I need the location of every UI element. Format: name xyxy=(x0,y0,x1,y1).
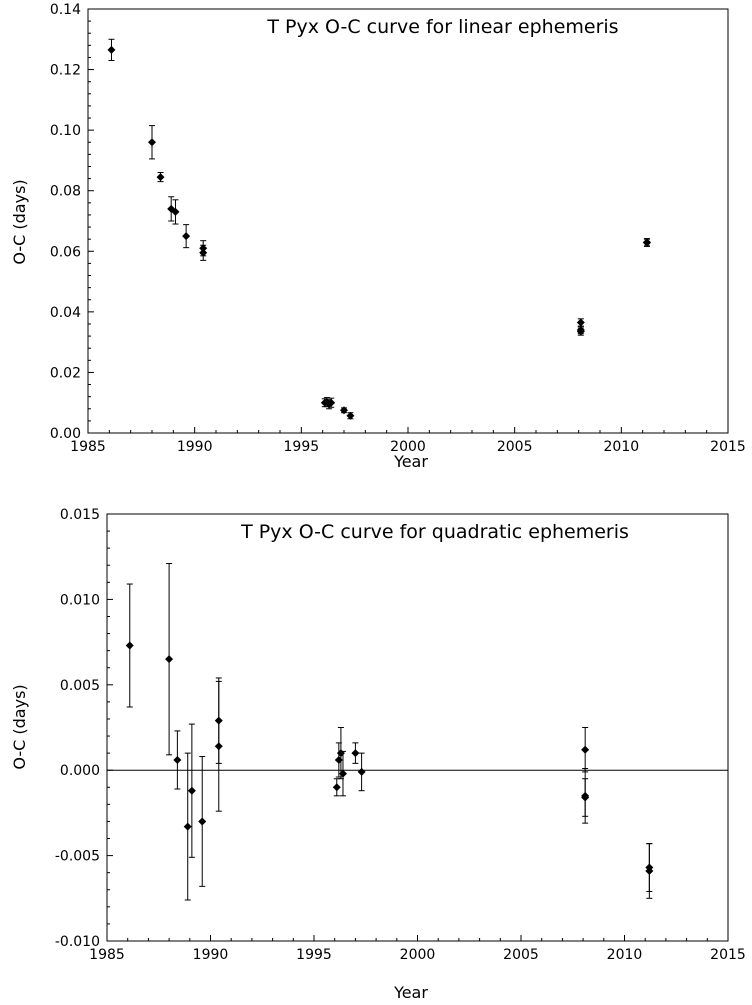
y-axis-label: O-C (days) xyxy=(10,684,29,769)
y-tick-label: 0.14 xyxy=(50,2,81,18)
x-tick-label: 2005 xyxy=(503,947,539,963)
data-point xyxy=(183,822,192,831)
x-tick-label: 1990 xyxy=(193,947,229,963)
data-point xyxy=(357,767,366,776)
data-point xyxy=(214,742,223,751)
data-point xyxy=(576,327,585,336)
data-point xyxy=(332,783,341,792)
y-tick-label: 0.06 xyxy=(50,244,81,260)
data-point xyxy=(581,745,590,754)
y-tick-label: 0.000 xyxy=(60,763,100,779)
y-tick-label: 0.00 xyxy=(50,426,81,442)
data-point xyxy=(107,45,116,54)
x-tick-label: 2015 xyxy=(710,439,746,455)
data-point xyxy=(327,398,336,407)
data-point xyxy=(198,817,207,826)
y-tick-label: 0.005 xyxy=(60,678,100,694)
data-point xyxy=(645,866,654,875)
y-tick-label: 0.015 xyxy=(60,507,100,523)
quadratic-ephemeris-chart: T Pyx O-C curve for quadratic ephemeris … xyxy=(10,507,746,1002)
data-point xyxy=(148,138,156,147)
y-axis-label: O-C (days) xyxy=(10,179,29,264)
x-tick-label: 2000 xyxy=(390,439,426,455)
data-point xyxy=(346,411,355,420)
data-point xyxy=(171,207,180,216)
data-point xyxy=(351,749,360,758)
data-point xyxy=(334,755,343,764)
y-tick-label: -0.010 xyxy=(55,934,100,950)
x-tick-label: 2005 xyxy=(497,439,533,455)
y-tick-label: 0.08 xyxy=(50,184,81,200)
x-tick-label: 1995 xyxy=(284,439,320,455)
data-point xyxy=(199,248,208,257)
x-tick-label: 2010 xyxy=(607,947,643,963)
data-point xyxy=(173,755,182,764)
data-point xyxy=(581,793,590,802)
chart-title: T Pyx O-C curve for linear ephemeris xyxy=(266,16,618,38)
data-point xyxy=(338,769,347,778)
data-point xyxy=(125,641,134,650)
chart-title: T Pyx O-C curve for quadratic ephemeris xyxy=(240,521,629,543)
data-point xyxy=(165,655,174,664)
x-tick-label: 1985 xyxy=(89,947,125,963)
data-point xyxy=(336,749,345,758)
x-tick-label: 2000 xyxy=(400,947,436,963)
y-tick-label: 0.10 xyxy=(50,123,81,139)
data-point xyxy=(340,406,348,415)
data-point xyxy=(187,786,196,795)
y-tick-label: 0.04 xyxy=(50,305,81,321)
data-point xyxy=(156,173,165,182)
plot-frame xyxy=(106,513,729,942)
x-axis-label: Year xyxy=(393,452,428,471)
data-point xyxy=(576,318,585,327)
x-tick-label: 2015 xyxy=(710,947,746,963)
y-tick-label: 0.010 xyxy=(60,592,100,608)
y-tick-label: -0.005 xyxy=(55,849,100,865)
x-tick-label: 1990 xyxy=(177,439,213,455)
data-point xyxy=(642,238,651,247)
y-tick-label: 0.02 xyxy=(50,365,81,381)
x-tick-label: 1985 xyxy=(70,439,106,455)
x-tick-label: 1995 xyxy=(296,947,332,963)
linear-ephemeris-chart: T Pyx O-C curve for linear ephemeris Yea… xyxy=(10,2,746,471)
plot-frame xyxy=(87,8,729,434)
data-point xyxy=(182,232,191,241)
y-tick-label: 0.12 xyxy=(50,63,81,79)
x-axis-label: Year xyxy=(393,983,428,1002)
x-tick-label: 2010 xyxy=(604,439,640,455)
